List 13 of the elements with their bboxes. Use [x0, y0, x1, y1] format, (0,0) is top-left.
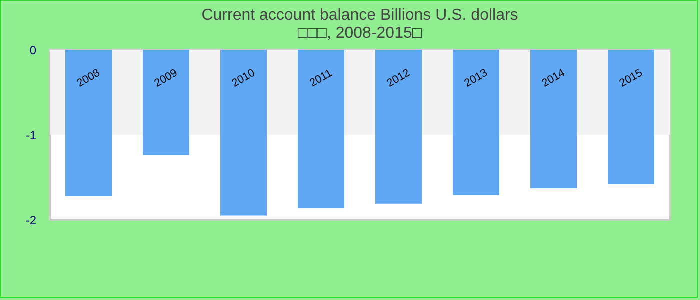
- x-tick-label: 2009: [152, 67, 180, 90]
- x-tick-label: 2014: [540, 67, 568, 90]
- chart-subtitle: □□□, 2008-2015□: [298, 25, 422, 42]
- y-tick-label: -1: [26, 128, 37, 142]
- y-tick-label: 0: [30, 44, 37, 58]
- x-tick-label: 2015: [618, 67, 645, 90]
- x-tick-label: 2010: [230, 67, 258, 90]
- x-tick-label: 2011: [308, 67, 334, 90]
- x-tick-label: 2008: [75, 67, 102, 90]
- y-tick-label: -2: [26, 214, 37, 228]
- x-tick-label: 2012: [385, 67, 412, 90]
- x-tick-label: 2013: [462, 67, 490, 90]
- chart-title: Current account balance Billions U.S. dollars: [202, 7, 518, 24]
